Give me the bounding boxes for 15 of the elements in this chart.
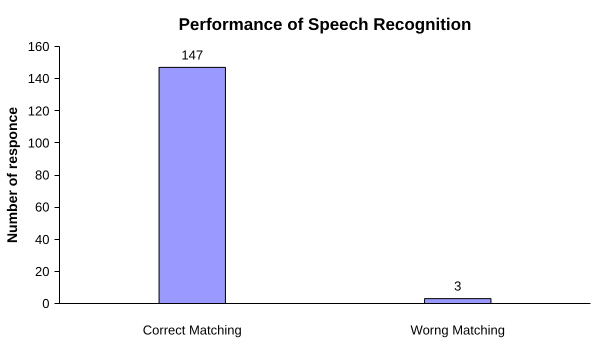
y-tick-label: 160 [28,39,50,54]
x-tick-label: Worng Matching [410,322,505,338]
y-tick-label: 60 [35,200,50,215]
chart-title: Performance of Speech Recognition [178,15,472,34]
y-tick-label: 80 [35,168,50,182]
x-tick-label: Correct Matching [142,322,242,338]
y-tick-label: 140 [28,71,50,86]
y-tick-label: 120 [28,103,50,118]
data-label: 147 [181,47,204,62]
y-tick-label: 40 [35,232,50,247]
y-axis-title: Number of responce [4,106,20,244]
y-tick-label: 0 [42,296,50,311]
data-label: 3 [454,278,462,294]
y-tick-label: 20 [35,264,50,279]
y-tick-label: 100 [28,135,50,150]
